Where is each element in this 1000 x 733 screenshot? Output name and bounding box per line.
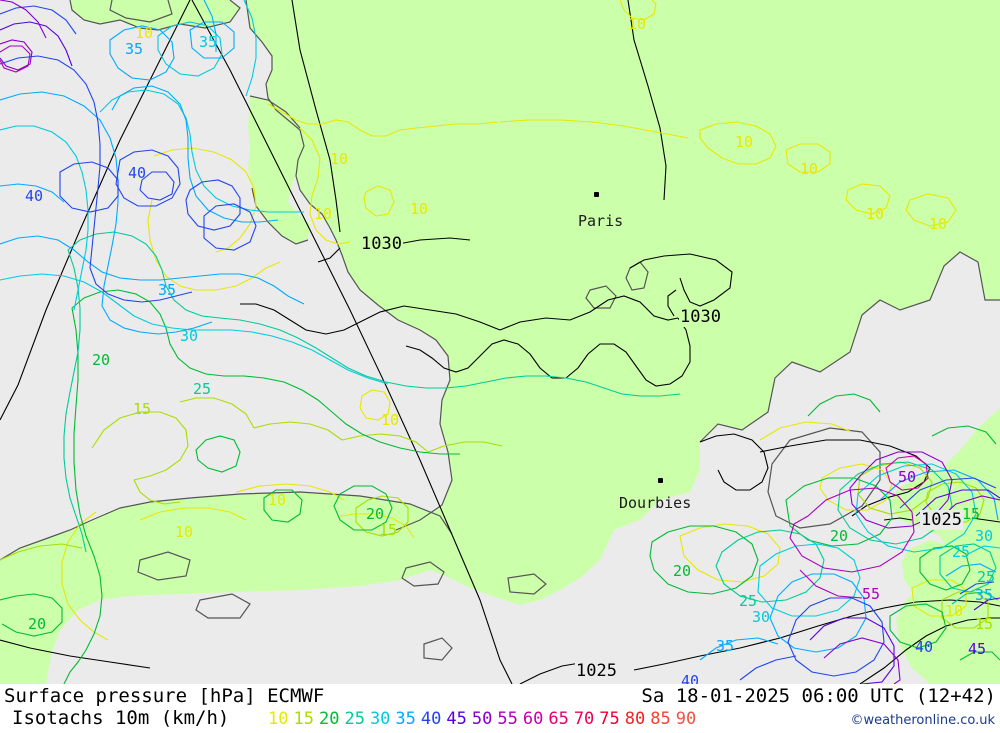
isobar-sweep2 [405,317,691,387]
isotach-30-group [0,0,1000,617]
isotach-10-group [61,0,967,641]
isobar-sw [0,639,151,669]
isobar-1030-main [499,295,679,331]
map-canvas[interactable]: Paris Dourbies 1030 1030 1025 1025 35 35 1… [0,0,1000,684]
pressure-title: Surface pressure [hPa] ECMWF [4,685,325,707]
legend-value-50: 50 [471,709,493,729]
legend-value-25: 25 [344,709,365,729]
isobar-south2 [633,599,1000,671]
isobar-group [0,0,1000,684]
isobar-sweep [240,303,501,335]
map-graphics [0,0,1000,684]
isobar-east-loop [699,433,769,491]
legend-value-35: 35 [395,709,416,729]
isobar-loop-a [629,253,733,307]
land-southwest [0,492,452,684]
isotach-45-group [0,21,1000,684]
isotachs-title: Isotachs 10m (km/h) [12,707,230,729]
city-dot-dourbies [658,478,663,483]
isotach-35-group [0,0,999,661]
legend-value-65: 65 [548,709,569,729]
map-footer: Surface pressure [hPa] ECMWF Sa 18-01-20… [0,684,1000,733]
isotach-55-group [0,45,915,599]
city-dot-paris [594,192,599,197]
isobar-1030-a [0,0,191,421]
legend-value-15: 15 [293,709,314,729]
legend-value-10: 10 [268,709,289,729]
legend-value-30: 30 [369,709,391,729]
land-brittany [248,96,310,244]
legend-value-40: 40 [420,709,442,729]
isobar-1025-label-right [971,517,1000,523]
legend-value-45: 45 [446,709,467,729]
land-alpine-patch [902,540,958,598]
legend-value-85: 85 [650,709,671,729]
footer-line-2: Isotachs 10m (km/h) 10 15 20 25 30 35 40 45 50 55… [0,707,1000,731]
isotach-25-group [63,231,999,605]
legend-value-80: 80 [624,709,646,729]
isobar-1030-c [291,0,341,233]
land-england-b [110,0,172,22]
isobar-1030-b [191,0,513,684]
isobar-1030-label-left [667,289,677,317]
land-main [246,0,1000,605]
isotach-legend-scale: 10 15 20 25 30 35 40 45 50 55 60 65 70 75 80 85 90 [268,709,701,729]
isobar-far-se [859,617,1000,684]
footer-line-1: Surface pressure [hPa] ECMWF Sa 18-01-20… [0,684,1000,708]
coastline-group [0,0,1000,661]
isotach-60-group [885,455,929,491]
legend-value-90: 90 [675,709,697,729]
legend-value-75: 75 [599,709,620,729]
isobar-1025-label-left [883,517,913,521]
legend-value-20: 20 [318,709,340,729]
legend-value-60: 60 [522,709,544,729]
legend-value-70: 70 [573,709,595,729]
run-datetime-label: Sa 18-01-2025 06:00 UTC (12+42) [641,685,996,707]
isobar-1030-d [317,247,341,263]
isotach-40-group [0,5,997,681]
isobar-1030-e [397,237,471,245]
legend-value-55: 55 [497,709,518,729]
isotach-20-group [0,289,1000,684]
copyright-label: ©weatheronline.co.uk [850,713,995,728]
